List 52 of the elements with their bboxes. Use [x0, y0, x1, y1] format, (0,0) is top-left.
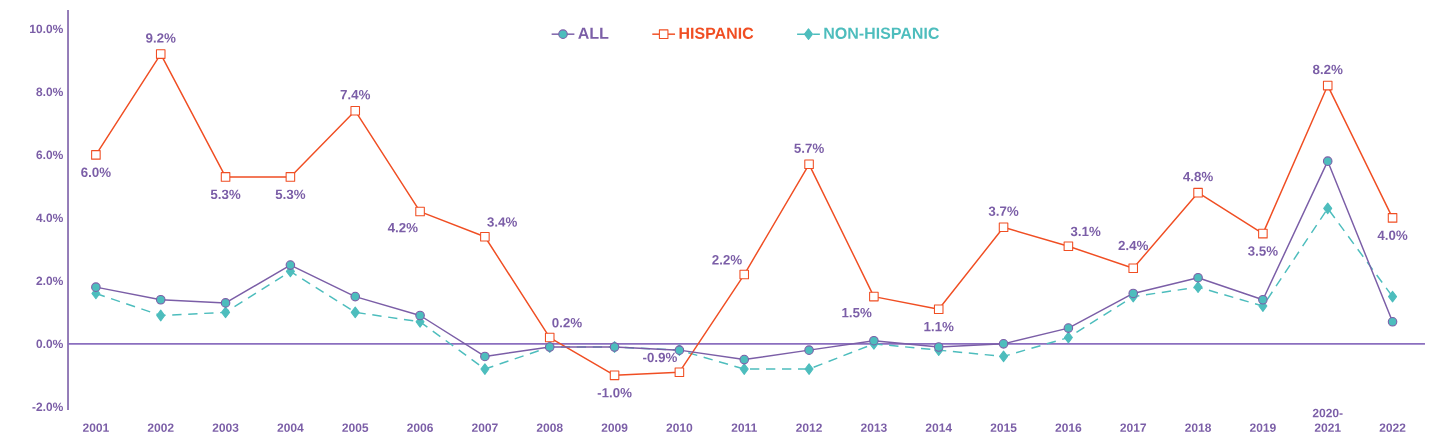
data-label: -0.9%	[643, 352, 677, 363]
data-label: 6.0%	[81, 167, 111, 178]
data-label: 3.5%	[1248, 246, 1278, 256]
data-label: 9.2%	[145, 33, 176, 43]
x-tick-label: 2004	[277, 423, 304, 432]
y-tick-label: 6.0%	[36, 150, 63, 160]
data-label: 5.3%	[275, 189, 306, 200]
x-tick-label: 2020-2021	[1312, 408, 1343, 432]
data-label: 8.2%	[1312, 64, 1343, 75]
data-label: -1.0%	[597, 388, 632, 398]
x-tick-label: 2005	[342, 423, 369, 432]
legend-label: NON-HISPANIC	[824, 27, 939, 39]
data-label: 7.4%	[340, 90, 371, 100]
data-label: 1.1%	[924, 321, 954, 332]
x-tick-label: 2018	[1185, 423, 1212, 432]
x-tick-label: 2009	[601, 423, 628, 432]
data-label: 3.7%	[988, 206, 1019, 216]
y-tick-label: -2.0%	[32, 402, 63, 412]
x-tick-label: 2014	[925, 423, 952, 432]
data-label: 5.3%	[210, 189, 241, 200]
data-label: 2.4%	[1118, 240, 1149, 251]
data-label: 4.2%	[387, 222, 418, 233]
data-label: 2.2%	[712, 255, 742, 265]
x-tick-label: 2017	[1120, 423, 1147, 432]
y-tick-label: 10.0%	[30, 24, 63, 34]
x-tick-label: 2011	[731, 423, 757, 432]
x-tick-label: 2001	[82, 423, 109, 432]
y-tick-label: 4.0%	[36, 213, 63, 223]
data-label: 3.4%	[487, 217, 517, 227]
data-label: 5.7%	[794, 143, 824, 153]
y-tick-label: 2.0%	[36, 276, 63, 286]
x-tick-label: 2015	[990, 423, 1017, 432]
legend-label: HISPANIC	[679, 27, 754, 39]
x-tick-label: 2007	[471, 423, 498, 432]
x-tick-label: 2002	[147, 423, 174, 432]
x-tick-label: 2008	[536, 423, 563, 432]
x-tick-label: 2016	[1055, 423, 1082, 432]
legend-label: ALL	[578, 27, 609, 39]
data-label: 1.5%	[842, 307, 872, 318]
x-tick-label: 2022	[1379, 423, 1406, 432]
x-tick-label: 2003	[212, 423, 239, 432]
x-tick-label: 2006	[407, 423, 433, 432]
data-label: 0.2%	[552, 318, 582, 328]
y-tick-label: 0.0%	[36, 339, 63, 349]
data-label: 4.8%	[1183, 171, 1213, 182]
x-tick-label: 2013	[860, 423, 887, 432]
x-tick-label: 2012	[796, 423, 822, 432]
x-tick-label: 2010	[666, 423, 693, 432]
data-label: 3.1%	[1070, 226, 1101, 237]
x-tick-label: 2019	[1249, 423, 1276, 432]
data-label: 4.0%	[1377, 230, 1408, 241]
y-tick-label: 8.0%	[36, 87, 63, 97]
